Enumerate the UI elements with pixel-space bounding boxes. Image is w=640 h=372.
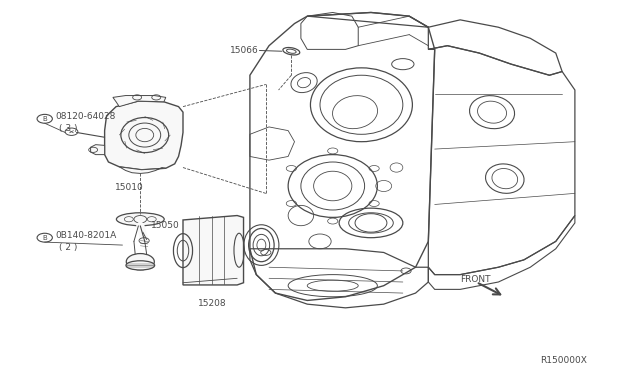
Text: 08120-64028: 08120-64028 <box>56 112 116 121</box>
Text: B: B <box>42 116 47 122</box>
Text: 15208: 15208 <box>198 299 227 308</box>
Polygon shape <box>104 101 183 170</box>
Text: 15050: 15050 <box>151 221 180 230</box>
Polygon shape <box>183 215 244 285</box>
Text: ( 2 ): ( 2 ) <box>59 243 77 252</box>
Text: ( 3 ): ( 3 ) <box>59 124 77 133</box>
Ellipse shape <box>126 261 155 270</box>
Polygon shape <box>119 167 166 173</box>
Polygon shape <box>91 145 104 155</box>
Polygon shape <box>113 96 166 107</box>
Text: FRONT: FRONT <box>460 275 491 284</box>
Text: B: B <box>42 235 47 241</box>
Circle shape <box>126 254 154 270</box>
Text: R150000X: R150000X <box>540 356 587 365</box>
Text: 0B140-8201A: 0B140-8201A <box>56 231 117 240</box>
Text: 15066: 15066 <box>230 46 259 55</box>
Ellipse shape <box>116 213 164 226</box>
Text: 15010: 15010 <box>115 183 143 192</box>
